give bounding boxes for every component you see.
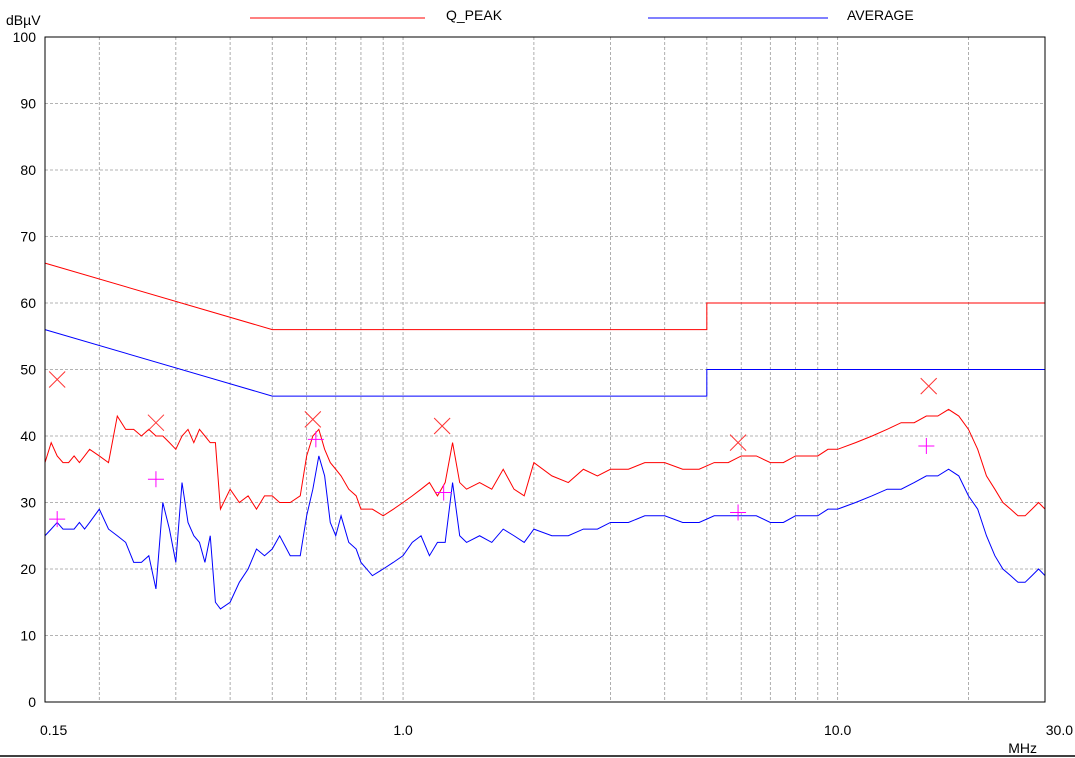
series-layer [44,262,1046,610]
avg-marker [918,437,935,454]
y-tick-label: 0 [28,694,36,710]
peak-marker-stroke [433,417,451,435]
x-tick-label: 10.0 [824,722,851,738]
y-tick-label: 10 [20,628,36,644]
peak-marker-stroke [304,411,322,428]
y-tick-label: 100 [13,29,37,45]
peak-marker-stroke [147,414,165,432]
limit-line-2 [44,262,1045,331]
limit-line-3 [44,329,1045,397]
legend-label: Q_PEAK [446,7,503,23]
peak-marker [304,411,322,428]
y-axis-unit: dBµV [6,12,41,28]
y-tick-label: 40 [20,428,36,444]
peak-marker-stroke [48,371,66,388]
peak-marker-stroke [920,377,938,395]
peak-marker [433,417,451,435]
peak-marker [147,414,165,432]
x-tick-label: 30.0 [1046,722,1073,738]
legend: Q_PEAK AVERAGE [250,7,914,23]
x-tick-label: 1.0 [393,722,413,738]
avg-marker [49,511,66,528]
y-tick-label: 90 [20,96,36,112]
peak-marker-stroke [729,434,747,452]
avg-marker [307,431,324,448]
peak-marker [920,377,938,395]
y-tick-label: 70 [20,229,36,245]
y-tick-label: 60 [20,295,36,311]
series-q-peak [44,408,1046,517]
y-tick-label: 80 [20,162,36,178]
avg-marker [730,504,747,521]
y-tick-label: 20 [20,561,36,577]
avg-marker [147,471,164,488]
x-axis-unit: MHz [1008,740,1037,756]
plot-frame [44,36,1046,703]
x-tick-label: 0.15 [40,722,67,738]
peak-marker [729,434,747,452]
series-average [44,455,1046,610]
y-tick-label: 50 [20,362,36,378]
avg-marker [435,484,452,501]
markers-layer [48,371,938,528]
y-tick-label: 30 [20,495,36,511]
legend-label: AVERAGE [847,7,914,23]
axis-labels: 0 10 20 30 40 50 60 70 80 90 100 0.15 1.0 10.0 30.0 dBµ… [6,12,1073,756]
peak-marker [48,371,66,388]
